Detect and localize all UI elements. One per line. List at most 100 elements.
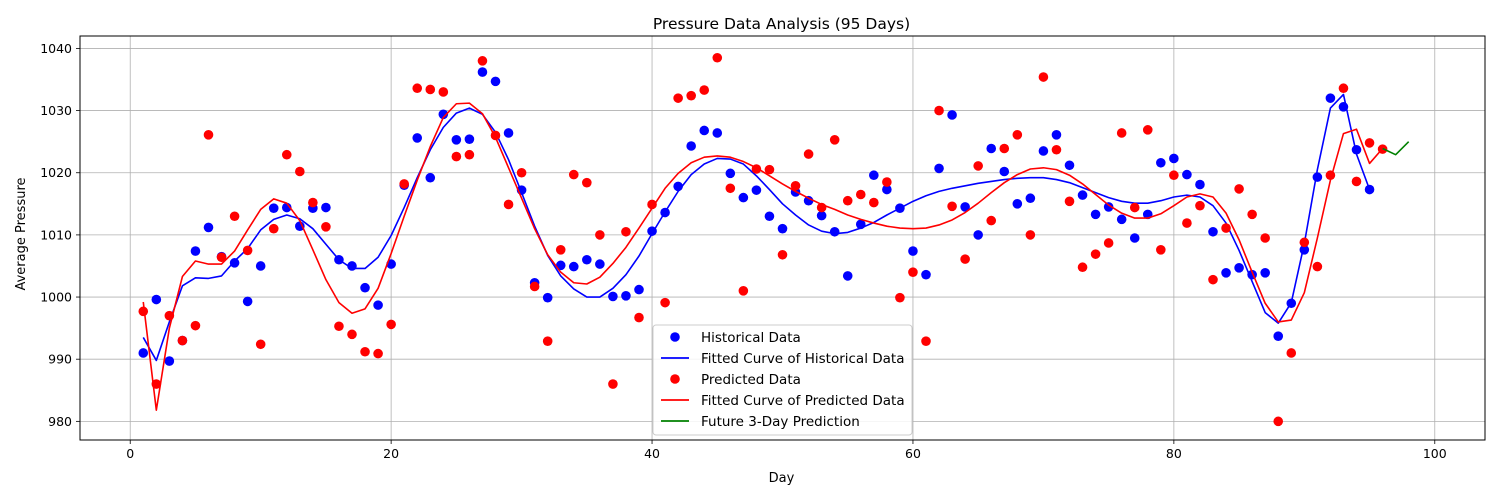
- data-point: [829, 135, 840, 145]
- legend-label: Fitted Curve of Predicted Data: [701, 393, 905, 409]
- data-point: [177, 335, 188, 346]
- data-point: [934, 163, 944, 174]
- data-point: [255, 261, 266, 271]
- data-point: [425, 172, 436, 183]
- data-point: [803, 195, 814, 206]
- data-point: [1142, 125, 1153, 135]
- x-tick-label: 20: [383, 446, 399, 461]
- data-point: [373, 348, 383, 359]
- series-fitted-curve-of-predicted-data: [142, 102, 1384, 411]
- legend-box: [652, 324, 913, 436]
- data-point: [1116, 214, 1127, 225]
- data-point: [1077, 262, 1088, 273]
- data-point: [1195, 179, 1205, 190]
- data-point: [1299, 237, 1310, 248]
- data-point: [986, 143, 997, 154]
- data-point: [1077, 190, 1088, 200]
- data-point: [425, 84, 436, 95]
- data-point: [1325, 93, 1336, 103]
- legend-item: Predicted Data: [670, 372, 801, 388]
- data-point: [738, 192, 749, 203]
- data-point: [673, 93, 683, 103]
- data-point: [516, 167, 527, 178]
- data-point: [373, 300, 383, 310]
- data-point: [1182, 218, 1192, 228]
- data-point: [1090, 209, 1101, 220]
- data-point: [242, 245, 253, 256]
- y-tick-label: 1040: [40, 41, 72, 56]
- data-point: [1025, 193, 1036, 204]
- data-point: [738, 286, 749, 296]
- data-point: [882, 184, 892, 195]
- data-point: [1351, 176, 1362, 187]
- data-point: [229, 211, 240, 222]
- data-point: [1129, 233, 1140, 243]
- data-point: [503, 199, 514, 210]
- data-point: [608, 291, 618, 302]
- x-axis-label: Day: [769, 471, 795, 486]
- data-point: [255, 339, 266, 350]
- data-point: [1103, 238, 1114, 248]
- y-tick-label: 1030: [40, 103, 72, 118]
- data-point: [816, 210, 827, 221]
- data-point: [321, 202, 331, 213]
- data-point: [1221, 268, 1231, 278]
- data-point: [751, 185, 762, 195]
- data-point: [1351, 144, 1362, 155]
- data-point: [1156, 245, 1166, 255]
- data-point: [1051, 130, 1062, 140]
- data-point: [347, 329, 357, 340]
- data-point: [1260, 233, 1270, 243]
- data-point: [490, 76, 501, 87]
- series-predicted-data: [138, 52, 1388, 427]
- data-point: [1156, 157, 1166, 168]
- data-point: [1169, 153, 1179, 164]
- data-point: [777, 249, 788, 260]
- data-point: [803, 149, 814, 159]
- grid: [80, 36, 1485, 440]
- data-point: [216, 252, 227, 263]
- data-point: [529, 281, 540, 292]
- data-point: [203, 222, 214, 233]
- data-point: [699, 125, 710, 136]
- data-point: [1234, 263, 1244, 273]
- data-point: [1273, 416, 1284, 427]
- data-point: [229, 258, 240, 268]
- data-point: [1182, 169, 1192, 180]
- y-axis-label: Average Pressure: [14, 177, 29, 290]
- data-point: [542, 292, 553, 303]
- data-point: [934, 105, 944, 116]
- data-point: [451, 151, 462, 162]
- data-point: [203, 130, 214, 140]
- data-point: [1260, 268, 1270, 278]
- data-point: [960, 202, 970, 212]
- legend-item: Fitted Curve of Predicted Data: [661, 393, 905, 409]
- data-point: [999, 166, 1010, 177]
- x-tick-label: 0: [126, 446, 134, 461]
- data-point: [777, 223, 788, 234]
- data-point: [634, 312, 644, 323]
- legend-label: Predicted Data: [701, 372, 801, 388]
- x-tick-label: 40: [644, 446, 660, 461]
- data-point: [595, 259, 605, 269]
- data-point: [1169, 170, 1179, 181]
- y-tick-label: 1010: [40, 227, 72, 242]
- data-point: [568, 169, 579, 180]
- data-point: [477, 56, 488, 66]
- data-point: [1038, 146, 1049, 156]
- data-point: [1338, 83, 1349, 94]
- data-point: [634, 284, 644, 295]
- series-future-3-day-prediction: [1382, 141, 1410, 156]
- series-line: [142, 102, 1384, 411]
- data-point: [555, 245, 566, 255]
- data-point: [1012, 199, 1023, 209]
- legend-item: Historical Data: [670, 330, 801, 346]
- data-point: [477, 67, 488, 77]
- data-point: [908, 246, 918, 256]
- data-point: [542, 336, 553, 346]
- data-point: [1312, 261, 1323, 272]
- legend: Historical Data Fitted Curve of Historica…: [652, 324, 913, 436]
- data-point: [412, 83, 423, 94]
- data-point: [1208, 274, 1218, 285]
- data-point: [1012, 130, 1023, 140]
